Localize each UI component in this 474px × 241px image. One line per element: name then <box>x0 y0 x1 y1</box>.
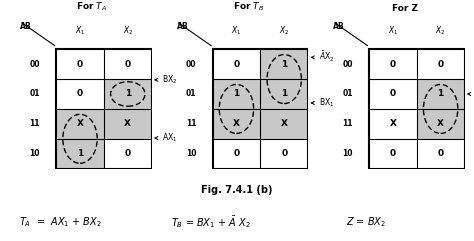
Bar <box>417 79 465 109</box>
Bar <box>212 109 260 139</box>
Text: 1: 1 <box>233 89 239 99</box>
Text: BX$_1$: BX$_1$ <box>311 97 334 109</box>
Bar <box>369 49 465 169</box>
Text: 0: 0 <box>390 149 396 158</box>
Text: AX$_1$: AX$_1$ <box>155 132 178 144</box>
Text: $X_2$: $X_2$ <box>123 24 133 37</box>
Text: $X_1$: $X_1$ <box>388 24 398 37</box>
Text: X: X <box>124 119 131 128</box>
Text: 0: 0 <box>77 89 83 99</box>
Text: 01: 01 <box>342 89 353 99</box>
Text: For $T_B$: For $T_B$ <box>233 1 264 13</box>
Bar <box>104 79 152 109</box>
Text: 1: 1 <box>281 60 287 69</box>
Text: AB: AB <box>20 21 32 31</box>
Text: 00: 00 <box>186 60 196 69</box>
Text: BX$_2$: BX$_2$ <box>468 88 474 100</box>
Text: X: X <box>76 119 83 128</box>
Bar <box>104 109 152 139</box>
Text: 11: 11 <box>186 119 196 128</box>
Text: $X_1$: $X_1$ <box>75 24 85 37</box>
Bar <box>56 49 152 169</box>
Bar <box>260 79 308 109</box>
Text: For Z: For Z <box>392 4 418 13</box>
Text: 01: 01 <box>29 89 40 99</box>
Text: 0: 0 <box>281 149 287 158</box>
Text: X: X <box>281 119 288 128</box>
Text: 11: 11 <box>29 119 40 128</box>
Text: $T_A$  =  $AX_1$ + $BX_2$: $T_A$ = $AX_1$ + $BX_2$ <box>19 215 102 229</box>
Text: X: X <box>233 119 240 128</box>
Text: AB: AB <box>333 21 345 31</box>
Text: X: X <box>389 119 396 128</box>
Text: 0: 0 <box>438 149 444 158</box>
Text: For $T_A$: For $T_A$ <box>76 1 108 13</box>
Text: 0: 0 <box>233 60 239 69</box>
Text: 10: 10 <box>342 149 353 158</box>
Text: $X_2$: $X_2$ <box>436 24 446 37</box>
Text: $T_B$ = $BX_1$ + $\bar{A}$ $X_2$: $T_B$ = $BX_1$ + $\bar{A}$ $X_2$ <box>171 214 250 230</box>
Text: 1: 1 <box>125 89 131 99</box>
Text: $\bar{A}$X$_2$: $\bar{A}$X$_2$ <box>311 50 335 65</box>
Text: 0: 0 <box>438 60 444 69</box>
Text: 0: 0 <box>390 60 396 69</box>
Text: $X_2$: $X_2$ <box>279 24 290 37</box>
Text: 10: 10 <box>186 149 196 158</box>
Bar <box>260 49 308 79</box>
Bar <box>56 109 104 139</box>
Text: 00: 00 <box>29 60 40 69</box>
Text: 0: 0 <box>125 60 131 69</box>
Text: BX$_2$: BX$_2$ <box>155 74 178 86</box>
Text: 0: 0 <box>233 149 239 158</box>
Text: Fig. 7.4.1 (b): Fig. 7.4.1 (b) <box>201 185 273 195</box>
Text: 1: 1 <box>77 149 83 158</box>
Bar <box>417 109 465 139</box>
Text: 00: 00 <box>342 60 353 69</box>
Text: 1: 1 <box>438 89 444 99</box>
Bar <box>56 139 104 169</box>
Text: $X_1$: $X_1$ <box>231 24 242 37</box>
Text: AB: AB <box>177 21 188 31</box>
Text: 10: 10 <box>29 149 40 158</box>
Bar <box>260 109 308 139</box>
Text: 0: 0 <box>125 149 131 158</box>
Text: 1: 1 <box>281 89 287 99</box>
Bar <box>212 79 260 109</box>
Text: 0: 0 <box>390 89 396 99</box>
Text: 11: 11 <box>342 119 353 128</box>
Text: X: X <box>437 119 444 128</box>
Bar <box>212 49 308 169</box>
Text: 0: 0 <box>77 60 83 69</box>
Text: 01: 01 <box>186 89 196 99</box>
Text: $Z$ = $BX_2$: $Z$ = $BX_2$ <box>346 215 386 229</box>
